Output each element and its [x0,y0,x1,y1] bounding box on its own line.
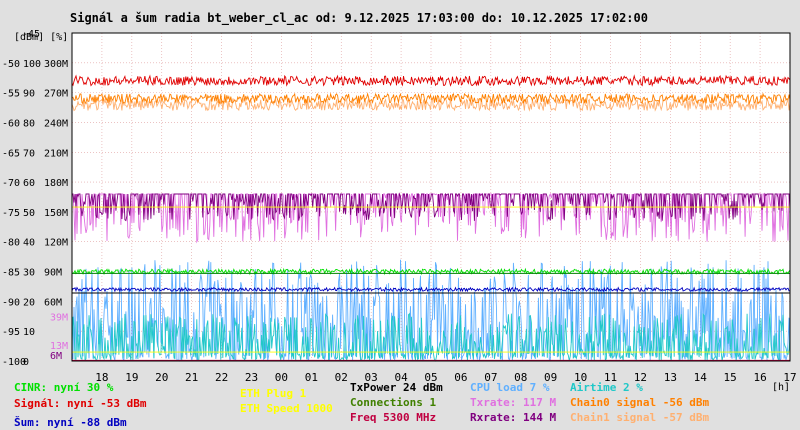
x-tick-label: 01 [305,371,318,384]
x-tick-label: 12 [634,371,647,384]
x-axis-label: [h] [772,382,790,393]
x-tick-label: 11 [604,371,617,384]
y-tick-rate: 240M [44,118,68,129]
x-tick-label: 21 [185,371,198,384]
x-tick-label: 18 [95,371,108,384]
y-tick-extra: 39M [50,312,68,323]
legend-chain1: Chain1 signal -57 dBm [570,411,710,424]
y-tick-pct: 20 [23,297,35,308]
y-tick-dbm: -75 [2,208,20,219]
series-line-cpu [71,259,791,362]
x-tick-label: 00 [275,371,288,384]
x-tick-label: 13 [664,371,677,384]
legend-txrate: Txrate: 117 M [470,396,557,409]
series-line-chain1 [71,97,791,112]
x-tick-label: 06 [454,371,467,384]
y-tick-rate: 270M [44,89,68,100]
x-tick-label: 22 [215,371,228,384]
y-tick-rate: 180M [44,178,68,189]
chart-title: Signál a šum radia bt_weber_cl_ac od: 9.… [70,11,648,26]
y-tick-extra: 13M [50,341,68,352]
legend-airtime: Airtime 2 % [570,381,643,394]
y-tick-dbm: -90 [2,297,20,308]
y-tick-dbm: -95 [2,327,20,338]
y-tick-rate: 90M [44,268,62,279]
y-tick-dbm: -60 [2,118,20,129]
y-tick-dbm: -50 [2,59,20,70]
y-tick-pct: 0 [23,357,29,368]
series-line-chain0 [71,92,791,106]
y-tick-pct: 90 [23,89,35,100]
y-tick-dbm: -85 [2,268,20,279]
y-tick-pct: 10 [23,327,35,338]
y-axis-label: [dBm] [%] [14,32,68,43]
x-tick-label: 09 [544,371,557,384]
y-tick-pct: 80 [23,118,35,129]
legend-eth-speed: ETH Speed 1000 [240,402,333,415]
y-tick-pct: 40 [23,238,35,249]
y-tick-dbm: -55 [2,89,20,100]
series-line-signal [71,74,791,88]
legend-connections: Connections 1 [350,396,437,409]
x-tick-label: 04 [394,371,408,384]
y-tick-dbm: -80 [2,238,20,249]
y-tick-pct: 30 [23,268,35,279]
legend-eth-plug: ETH Plug 1 [240,387,307,400]
legend-signal: Signál: nyní -53 dBm [14,397,147,410]
y-tick-pct: 60 [23,178,35,189]
series-line-cinr [71,267,791,276]
y-tick-rate: 60M [44,297,62,308]
y-tick-dbm: -65 [2,148,20,159]
legend-noise: Šum: nyní -88 dBm [14,416,127,429]
x-tick-label: 08 [514,371,527,384]
x-tick-label: 17 [783,371,796,384]
x-tick-label: 07 [484,371,497,384]
y-tick-dbm: -100 [2,357,26,368]
legend-freq: Freq 5300 MHz [350,411,437,424]
y-tick-rate: 300M [44,59,68,70]
legend-rxrate: Rxrate: 144 M [470,411,557,424]
legend-chain0: Chain0 signal -56 dBm [570,396,710,409]
legend-txpower: TxPower 24 dBm [350,381,443,394]
y-tick-pct: 100 [23,59,41,70]
x-tick-label: 15 [724,371,737,384]
series-line-airtime [71,312,791,362]
y-tick-dbm: -45 [22,29,40,40]
x-tick-label: 23 [245,371,258,384]
series-line-rxrate [72,192,791,222]
y-tick-pct: 70 [23,148,35,159]
y-tick-rate: 210M [44,148,68,159]
x-tick-label: 20 [155,371,168,384]
x-tick-label: 02 [335,371,348,384]
y-tick-pct: 50 [23,208,35,219]
y-tick-dbm: -70 [2,178,20,189]
x-tick-label: 10 [574,371,587,384]
series-line-noise [71,286,791,293]
plot-frame [71,32,791,362]
legend-cinr: CINR: nyní 30 % [14,381,114,394]
x-tick-label: 03 [365,371,378,384]
y-tick-rate: 150M [44,208,68,219]
x-tick-label: 16 [753,371,766,384]
y-tick-rate: 120M [44,238,68,249]
x-tick-label: 05 [424,371,437,384]
x-tick-label: 19 [125,371,138,384]
legend-cpu-load: CPU load 7 % [470,381,550,394]
x-tick-label: 14 [694,371,708,384]
y-tick-extra: 6M [50,351,62,362]
